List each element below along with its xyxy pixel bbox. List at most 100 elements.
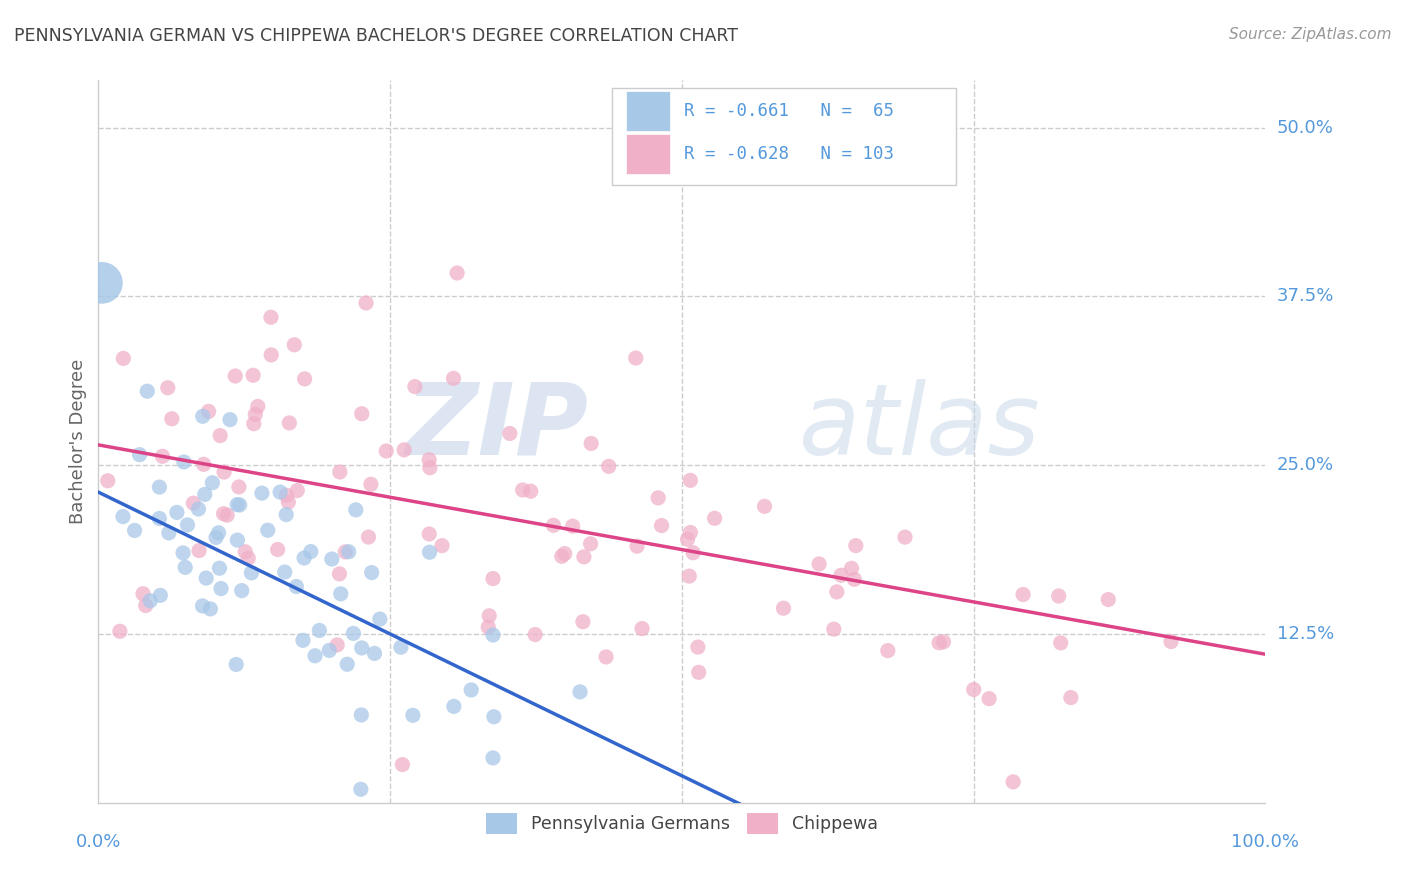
Text: 50.0%: 50.0% [1277,119,1333,136]
Point [294,372,316,386]
Point [932,635,955,649]
Point [554,547,576,561]
Point [354,296,377,310]
Point [304,648,326,663]
Point [160,411,183,425]
Point [404,379,426,393]
Point [595,649,617,664]
Point [276,508,298,522]
Point [292,551,315,566]
Point [894,530,917,544]
Bar [626,91,671,131]
Point [977,691,1000,706]
Point [512,483,534,497]
Point [579,537,602,551]
Point [228,480,250,494]
Point [825,585,848,599]
Point [482,710,505,724]
Point [344,503,367,517]
Point [226,533,249,548]
Point [318,643,340,657]
Point [350,707,373,722]
Point [443,699,465,714]
Point [647,491,669,505]
Point [97,474,120,488]
Point [329,465,352,479]
Point [194,487,217,501]
Point [446,266,468,280]
Point [808,557,831,571]
Point [624,351,647,365]
Point [149,588,172,602]
Point [329,587,352,601]
Point [845,539,868,553]
Point [193,458,215,472]
Point [350,782,373,797]
Point [205,531,228,545]
Point [391,757,413,772]
Point [430,539,453,553]
Point [876,643,898,657]
Point [368,612,391,626]
Point [626,539,648,553]
Point [1002,774,1025,789]
Point [217,508,239,522]
Point [823,622,845,636]
Point [308,624,330,638]
Point [482,751,505,765]
Point [208,561,231,575]
Point [207,525,229,540]
Point [243,417,266,431]
Point [112,351,135,366]
Point [200,602,222,616]
Point [209,582,232,596]
Point [157,525,180,540]
Point [266,542,288,557]
Point [519,484,541,499]
Point [569,685,592,699]
Point [551,549,574,564]
Point [482,628,505,642]
Point [250,486,273,500]
Text: ZIP: ZIP [405,378,589,475]
Point [337,545,360,559]
Point [188,543,211,558]
Point [392,442,415,457]
Point [226,498,249,512]
Point [482,572,505,586]
Point [260,310,283,325]
Point [212,507,235,521]
Point [499,426,522,441]
Point [631,622,654,636]
Point [830,568,852,582]
Point [197,404,219,418]
Point [285,580,308,594]
Point [678,569,700,583]
Point [172,546,194,560]
Point [682,546,704,560]
Point [278,416,301,430]
Point [598,459,620,474]
Text: atlas: atlas [799,378,1040,475]
Point [135,599,157,613]
Point [375,444,398,458]
Point [688,665,710,680]
Point [291,633,314,648]
Point [419,460,441,475]
Point [90,276,112,290]
Point [328,566,350,581]
Point [274,565,297,579]
Point [402,708,425,723]
Text: R = -0.661   N =  65: R = -0.661 N = 65 [685,102,894,120]
Point [928,636,950,650]
Point [703,511,725,525]
Point [228,498,250,512]
Point [148,480,170,494]
Point [225,657,247,672]
Text: 100.0%: 100.0% [1232,833,1299,851]
Point [1097,592,1119,607]
Point [572,549,595,564]
Point [231,583,253,598]
Text: R = -0.628   N = 103: R = -0.628 N = 103 [685,145,894,163]
Point [224,369,246,384]
